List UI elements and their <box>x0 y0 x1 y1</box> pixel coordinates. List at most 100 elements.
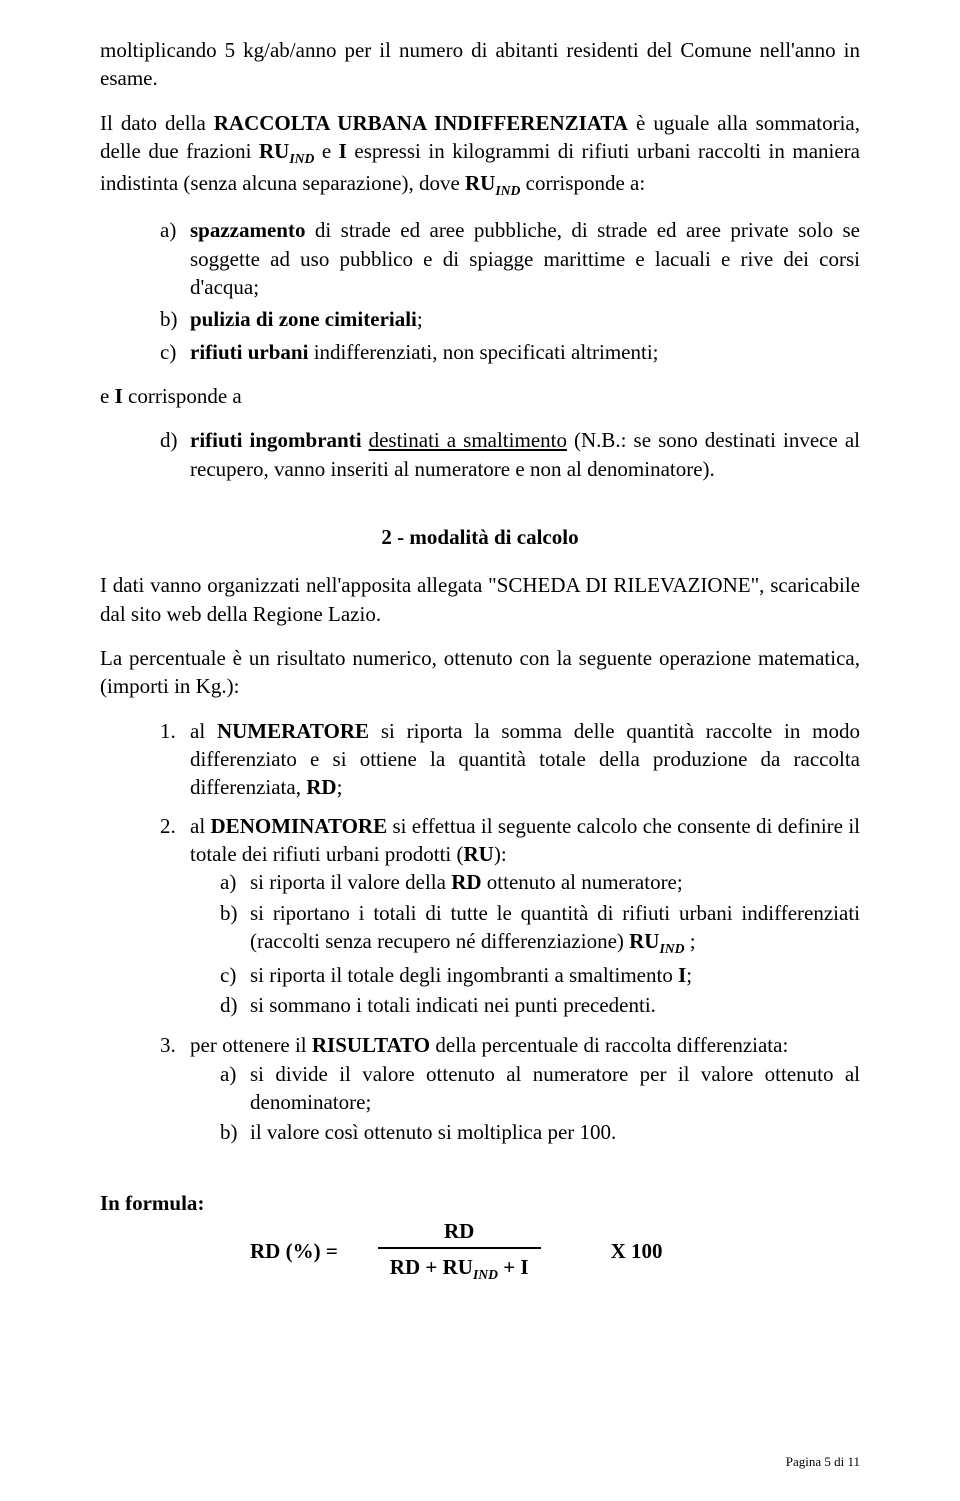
c-bold: rifiuti urbani <box>190 340 308 364</box>
n2-bold: DENOMINATORE <box>211 814 388 838</box>
marker-c: c) <box>160 338 190 366</box>
num-item-3: 3. per ottenere il RISULTATO della perce… <box>160 1031 860 1148</box>
den-ind: IND <box>473 1268 498 1283</box>
b-bold: pulizia di zone cimiteriali <box>190 307 417 331</box>
paragraph-3: e I corrisponde a <box>100 382 860 410</box>
den-2: + I <box>498 1255 529 1279</box>
sub-3a: a) si divide il valore ottenuto al numer… <box>220 1060 860 1117</box>
p3-text-1: e <box>100 384 115 408</box>
p3-I: I <box>115 384 123 408</box>
heading-2: 2 - modalità di calcolo <box>100 523 860 551</box>
p2-text-5: corrisponde a: <box>520 171 645 195</box>
a-bold: spazzamento <box>190 218 305 242</box>
d-sp <box>362 428 369 452</box>
n1-t1: al <box>190 719 217 743</box>
list-a-b-c: a) spazzamento di strade ed aree pubblic… <box>160 216 860 366</box>
num-item-1: 1. al NUMERATORE si riporta la somma del… <box>160 717 860 802</box>
p2-ind-sub: IND <box>289 151 314 166</box>
text-3: per ottenere il RISULTATO della percentu… <box>190 1031 860 1148</box>
p2-ru: RU <box>259 139 289 163</box>
text-c: rifiuti urbani indifferenziati, non spec… <box>190 338 860 366</box>
list-item-c: c) rifiuti urbani indifferenziati, non s… <box>160 338 860 366</box>
text-b: pulizia di zone cimiteriali; <box>190 305 860 333</box>
sub-2b: b) si riportano i totali di tutte le qua… <box>220 899 860 959</box>
list-item-b: b) pulizia di zone cimiteriali; <box>160 305 860 333</box>
marker-1: 1. <box>160 717 190 802</box>
n3-t2: della percentuale di raccolta differenzi… <box>430 1033 788 1057</box>
text-2: al DENOMINATORE si effettua il seguente … <box>190 812 860 1022</box>
n2c-t1: si riporta il totale degli ingombranti a… <box>250 963 678 987</box>
p2-text-3: e <box>314 139 338 163</box>
marker-b: b) <box>160 305 190 333</box>
text-2b: si riportano i totali di tutte le quanti… <box>250 899 860 959</box>
p2-bold-raccolta: RACCOLTA URBANA INDIFFERENZIATA <box>214 111 628 135</box>
text-a: spazzamento di strade ed aree pubbliche,… <box>190 216 860 301</box>
paragraph-4: I dati vanno organizzati nell'apposita a… <box>100 571 860 628</box>
marker-2d: d) <box>220 991 250 1019</box>
d-under: destinati a smaltimento <box>369 428 567 452</box>
n3-t1: per ottenere il <box>190 1033 312 1057</box>
formula-label-text: In formula <box>100 1191 197 1215</box>
n2b-t1: si riportano i totali di tutte le quanti… <box>250 901 860 953</box>
text-3b: il valore così ottenuto si moltiplica pe… <box>250 1118 860 1146</box>
n2b-t2: ; <box>685 929 696 953</box>
marker-2c: c) <box>220 961 250 989</box>
formula-lhs: RD (%) = <box>250 1237 338 1265</box>
d-bold: rifiuti ingombranti <box>190 428 362 452</box>
marker-a: a) <box>160 216 190 301</box>
n2a-rd: RD <box>451 870 481 894</box>
numbered-list: 1. al NUMERATORE si riporta la somma del… <box>160 717 860 1149</box>
n2b-ru: RU <box>629 929 659 953</box>
formula-row: RD (%) = RD RD + RUIND + I X 100 <box>250 1217 860 1285</box>
sub-2d: d) si sommano i totali indicati nei punt… <box>220 991 860 1019</box>
page-footer: Pagina 5 di 11 <box>786 1453 860 1471</box>
fraction: RD RD + RUIND + I <box>378 1217 541 1285</box>
sublist-2: a) si riporta il valore della RD ottenut… <box>220 868 860 1019</box>
n1-bold: NUMERATORE <box>217 719 369 743</box>
p2-ru-2: RU <box>465 171 495 195</box>
n2a-t2: ottenuto al numeratore; <box>482 870 683 894</box>
list-item-a: a) spazzamento di strade ed aree pubblic… <box>160 216 860 301</box>
marker-2: 2. <box>160 812 190 1022</box>
formula-block: In formula: RD (%) = RD RD + RUIND + I X… <box>100 1189 860 1285</box>
num-item-2: 2. al DENOMINATORE si effettua il seguen… <box>160 812 860 1022</box>
n1-rd: RD <box>306 775 336 799</box>
formula-label: In formula: <box>100 1189 860 1217</box>
text-2d: si sommano i totali indicati nei punti p… <box>250 991 860 1019</box>
sub-2c: c) si riporta il totale degli ingombrant… <box>220 961 860 989</box>
text-d: rifiuti ingombranti destinati a smaltime… <box>190 426 860 483</box>
text-2c: si riporta il totale degli ingombranti a… <box>250 961 860 989</box>
list-d: d) rifiuti ingombranti destinati a smalt… <box>160 426 860 483</box>
marker-2a: a) <box>220 868 250 896</box>
p2-ind-sub-2: IND <box>495 183 520 198</box>
n3-bold: RISULTATO <box>312 1033 430 1057</box>
text-3a: si divide il valore ottenuto al numerato… <box>250 1060 860 1117</box>
den-1: RD + RU <box>390 1255 473 1279</box>
paragraph-2: Il dato della RACCOLTA URBANA INDIFFEREN… <box>100 109 860 201</box>
paragraph-1: moltiplicando 5 kg/ab/anno per il numero… <box>100 36 860 93</box>
text-1: al NUMERATORE si riporta la somma delle … <box>190 717 860 802</box>
n2a-t1: si riporta il valore della <box>250 870 451 894</box>
p2-text-1: Il dato della <box>100 111 214 135</box>
text-2a: si riporta il valore della RD ottenuto a… <box>250 868 860 896</box>
marker-3: 3. <box>160 1031 190 1148</box>
paragraph-5: La percentuale è un risultato numerico, … <box>100 644 860 701</box>
c-rest: indifferenziati, non specificati altrime… <box>308 340 658 364</box>
marker-3a: a) <box>220 1060 250 1117</box>
sub-3b: b) il valore così ottenuto si moltiplica… <box>220 1118 860 1146</box>
n2c-t2: ; <box>686 963 692 987</box>
fraction-numerator: RD <box>432 1217 486 1247</box>
fraction-denominator: RD + RUIND + I <box>378 1249 541 1285</box>
marker-d: d) <box>160 426 190 483</box>
n2-ru: RU <box>464 842 494 866</box>
n1-t3: ; <box>337 775 343 799</box>
formula-times: X 100 <box>611 1237 663 1265</box>
marker-2b: b) <box>220 899 250 959</box>
marker-3b: b) <box>220 1118 250 1146</box>
p2-I: I <box>339 139 347 163</box>
n2-t1: al <box>190 814 211 838</box>
n2-t3: ): <box>494 842 507 866</box>
list-item-d: d) rifiuti ingombranti destinati a smalt… <box>160 426 860 483</box>
sublist-3: a) si divide il valore ottenuto al numer… <box>220 1060 860 1147</box>
p3-text-2: corrisponde a <box>123 384 242 408</box>
